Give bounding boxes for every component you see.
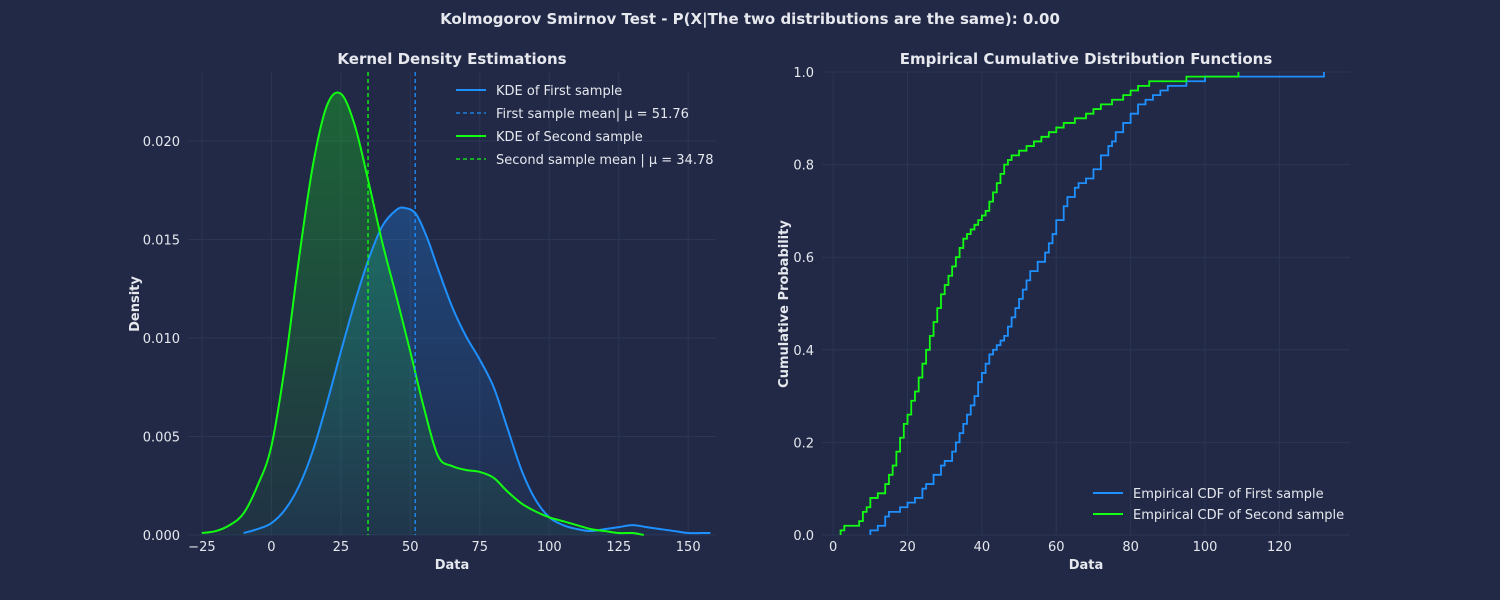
kde-second-sample-line: [201, 91, 644, 536]
ecdf-x-tick-label: 40: [974, 540, 991, 555]
ecdf-chart-title: Empirical Cumulative Distribution Functi…: [900, 50, 1273, 68]
kde-x-tick-label: 100: [537, 540, 562, 555]
ecdf-y-axis-label: Cumulative Probability: [777, 220, 792, 388]
kde-first-sample-line: [243, 206, 711, 535]
kde-y-tick-label: 0.020: [143, 135, 180, 150]
kde-legend-label: KDE of Second sample: [496, 130, 643, 145]
ecdf-y-tick-label: 0.6: [793, 251, 814, 266]
ecdf-y-tick-label: 0.0: [793, 529, 814, 544]
kde-x-axis-label: Data: [435, 558, 470, 573]
ecdf-x-tick-label: 100: [1193, 540, 1218, 555]
ecdf-y-tick-label: 0.2: [793, 436, 814, 451]
kde-x-tick-label: 0: [267, 540, 275, 555]
kde-legend-label: Second sample mean | μ = 34.78: [496, 153, 714, 168]
kde-second-sample-area: [201, 92, 644, 536]
ecdf-legend-label: Empirical CDF of First sample: [1133, 487, 1324, 502]
ecdf-chart: Empirical Cumulative Distribution Functi…: [777, 50, 1350, 573]
kde-x-tick-label: 50: [402, 540, 419, 555]
ecdf-grid: [822, 71, 1350, 536]
ecdf-x-tick-label: 20: [899, 540, 916, 555]
ecdf-second-sample-line: [839, 72, 1240, 535]
ecdf-x-tick-label: 120: [1267, 540, 1292, 555]
ecdf-x-tick-label: 60: [1048, 540, 1065, 555]
kde-y-tick-label: 0.015: [143, 233, 180, 248]
kde-legend: KDE of First sample First sample mean| μ …: [456, 84, 714, 168]
kde-y-tick-label: 0.005: [143, 430, 180, 445]
kde-legend-label: First sample mean| μ = 51.76: [496, 107, 689, 122]
kde-y-tick-label: 0.000: [143, 529, 180, 544]
kde-x-tick-label: 150: [676, 540, 701, 555]
kde-x-tick-label: −25: [188, 540, 215, 555]
kde-chart-title: Kernel Density Estimations: [337, 50, 566, 68]
ecdf-legend-label: Empirical CDF of Second sample: [1133, 508, 1344, 523]
kde-x-tick-label: 25: [333, 540, 350, 555]
ecdf-x-tick-label: 80: [1122, 540, 1139, 555]
ecdf-legend: Empirical CDF of First sample Empirical C…: [1093, 487, 1344, 523]
ecdf-y-tick-label: 0.8: [793, 159, 814, 174]
ecdf-first-sample-line: [869, 72, 1325, 535]
kde-y-tick-label: 0.010: [143, 332, 180, 347]
kde-chart: Kernel Density Estimations Data Density …: [128, 50, 716, 573]
ecdf-y-tick-label: 0.4: [793, 344, 814, 359]
kde-x-tick-label: 75: [472, 540, 489, 555]
kde-x-tick-label: 125: [606, 540, 631, 555]
kde-legend-label: KDE of First sample: [496, 84, 622, 99]
kde-y-axis-label: Density: [128, 276, 143, 332]
ecdf-y-tick-label: 1.0: [793, 66, 814, 81]
figure-suptitle: Kolmogorov Smirnov Test - P(X|The two di…: [440, 10, 1060, 29]
ecdf-x-tick-label: 0: [829, 540, 837, 555]
ecdf-x-axis-label: Data: [1069, 558, 1104, 573]
